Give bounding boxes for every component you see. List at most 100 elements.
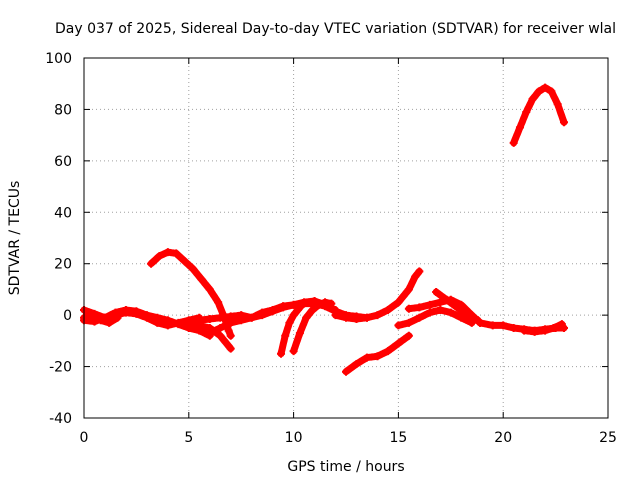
series-layer	[80, 83, 568, 376]
data-point-marker	[522, 108, 531, 116]
series-line	[510, 84, 568, 147]
data-point-marker	[310, 297, 319, 305]
chart-title: Day 037 of 2025, Sidereal Day-to-day VTE…	[55, 21, 616, 37]
data-point-marker	[188, 264, 197, 273]
data-point-marker	[155, 252, 164, 260]
data-point-marker	[268, 306, 277, 314]
data-point-marker	[321, 298, 330, 307]
y-tick-label: 60	[54, 154, 72, 170]
data-point-marker	[352, 360, 361, 368]
x-tick-label: 10	[285, 430, 303, 446]
y-tick-label: 0	[63, 308, 72, 324]
data-point-marker	[373, 311, 382, 320]
data-point-marker	[314, 300, 323, 309]
data-point-marker	[195, 316, 204, 325]
data-point-marker	[172, 249, 181, 258]
data-point-marker	[373, 352, 382, 361]
data-point-marker	[237, 316, 246, 325]
data-point-marker	[277, 349, 286, 358]
data-point-marker	[425, 300, 434, 309]
data-point-marker	[214, 298, 223, 307]
series-arc-10	[331, 267, 424, 323]
y-axis-label: SDTVAR / TECUs	[7, 181, 23, 296]
series-arc-12	[394, 306, 476, 330]
data-point-marker	[289, 347, 298, 356]
data-point-marker	[534, 87, 543, 96]
data-point-marker	[530, 327, 539, 336]
data-point-marker	[415, 313, 424, 322]
data-point-marker	[404, 285, 413, 294]
data-point-marker	[302, 313, 311, 322]
plot-frame	[83, 57, 609, 419]
data-point-marker	[415, 303, 424, 312]
series-arc-11	[342, 331, 413, 376]
series-arc-17	[520, 320, 566, 336]
data-point-marker	[411, 272, 420, 281]
data-point-marker	[153, 313, 162, 322]
data-point-marker	[442, 295, 451, 304]
data-point-marker	[520, 326, 529, 335]
series-arc-8	[277, 300, 306, 358]
data-point-marker	[258, 308, 267, 317]
data-point-marker	[180, 257, 189, 266]
x-tick-label: 0	[80, 430, 89, 446]
data-point-marker	[404, 304, 413, 313]
series-arc-5	[184, 318, 235, 353]
data-point-marker	[327, 299, 336, 308]
data-point-marker	[289, 300, 298, 309]
data-point-marker	[342, 367, 350, 376]
data-point-marker	[394, 339, 403, 348]
data-point-marker	[289, 311, 298, 320]
data-point-marker	[342, 313, 350, 322]
series-arc-9	[289, 298, 336, 356]
data-point-marker	[281, 331, 290, 340]
x-tick-label: 15	[389, 430, 407, 446]
data-point-marker	[293, 306, 302, 314]
y-tick-label: -20	[49, 360, 72, 376]
data-point-marker	[226, 344, 235, 353]
data-point-marker	[142, 311, 151, 320]
data-point-marker	[509, 324, 518, 332]
data-point-marker	[174, 320, 183, 329]
data-point-marker	[425, 308, 434, 317]
data-point-marker	[541, 326, 550, 335]
data-point-marker	[308, 306, 317, 314]
data-point-marker	[553, 100, 562, 109]
y-tick-label: 40	[54, 205, 72, 221]
data-point-marker	[163, 248, 172, 257]
data-point-marker	[453, 303, 462, 312]
data-point-marker	[432, 288, 441, 296]
data-point-marker	[436, 298, 445, 307]
data-point-marker	[394, 321, 403, 330]
data-point-marker	[383, 347, 392, 356]
series-line	[332, 267, 423, 323]
grid	[84, 58, 608, 418]
data-point-marker	[216, 331, 225, 340]
data-point-marker	[216, 324, 225, 332]
data-point-marker	[331, 311, 340, 320]
data-point-marker	[205, 315, 214, 323]
data-point-marker	[404, 318, 413, 327]
data-point-marker	[436, 306, 445, 314]
data-point-marker	[147, 259, 156, 268]
x-tick-label: 5	[184, 430, 193, 446]
series-arc-2	[80, 306, 214, 340]
data-point-marker	[224, 326, 233, 335]
y-tick-label: 20	[54, 257, 72, 273]
data-point-marker	[197, 275, 206, 284]
data-point-marker	[247, 313, 256, 322]
data-point-marker	[463, 311, 472, 320]
data-point-marker	[476, 318, 485, 327]
data-point-marker	[205, 329, 214, 338]
x-tick-label: 25	[599, 430, 617, 446]
data-point-marker	[113, 313, 122, 322]
data-point-marker	[96, 316, 105, 325]
data-point-marker	[297, 300, 306, 309]
data-point-marker	[295, 329, 304, 338]
data-point-marker	[226, 318, 235, 327]
data-point-marker	[383, 306, 392, 314]
y-tick-label: 100	[45, 51, 72, 67]
data-point-marker	[541, 83, 550, 92]
data-point-marker	[528, 95, 537, 104]
